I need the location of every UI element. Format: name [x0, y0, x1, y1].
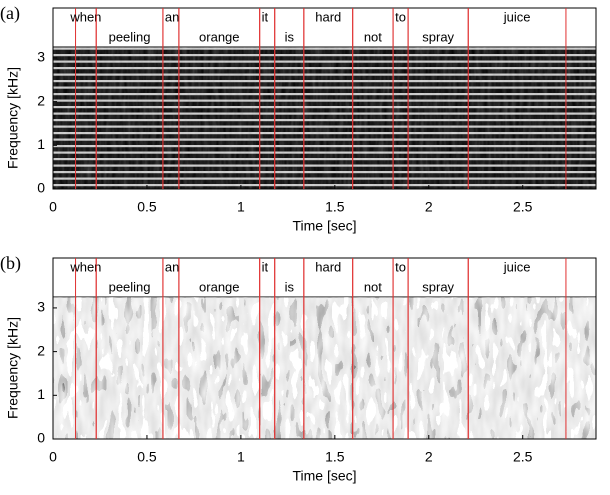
label-band: [52, 7, 597, 48]
word-segment: [163, 258, 179, 439]
x-tick-label: 2.5: [513, 449, 533, 465]
word-segment: [76, 8, 97, 189]
y-axis-label: Frequency [kHz]: [5, 67, 21, 169]
label-band: [52, 257, 597, 298]
x-tick-label: 0.5: [137, 199, 157, 215]
word-segment: [393, 258, 408, 439]
word-label: not: [364, 279, 382, 294]
panel-label: (b): [0, 253, 21, 274]
word-label: to: [395, 9, 406, 24]
word-segment: [304, 258, 353, 439]
word-segment: [76, 258, 97, 439]
word-label: juice: [503, 9, 531, 24]
word-segment: [163, 8, 179, 189]
word-label: to: [395, 259, 406, 274]
y-tick-label: 2: [37, 342, 45, 358]
word-label: hard: [315, 9, 341, 24]
word-segment: [304, 8, 353, 189]
word-label: spray: [422, 279, 454, 294]
word-segment: [468, 258, 566, 439]
word-label: it: [262, 259, 269, 274]
word-label: an: [165, 259, 179, 274]
word-segment: [260, 8, 275, 189]
word-label: not: [364, 29, 382, 44]
x-tick-label: 2: [425, 199, 433, 215]
spectrogram-noise: [53, 47, 596, 189]
plot-frame: [52, 257, 597, 440]
x-tick-label: 0.5: [137, 449, 157, 465]
word-label: when: [69, 9, 101, 24]
x-axis-label: Time [sec]: [292, 468, 356, 484]
word-label: hard: [315, 259, 341, 274]
x-tick-label: 1: [237, 199, 245, 215]
word-label: juice: [503, 259, 531, 274]
y-tick-label: 0: [37, 180, 45, 196]
word-label: peeling: [109, 279, 151, 294]
x-tick-label: 2.5: [513, 199, 533, 215]
word-label: is: [285, 279, 295, 294]
x-tick-label: 1: [237, 449, 245, 465]
word-label: it: [262, 9, 269, 24]
y-axis-label: Frequency [kHz]: [5, 317, 21, 419]
feature-image: [53, 297, 596, 439]
word-segment: [260, 258, 275, 439]
x-tick-label: 0: [49, 449, 57, 465]
word-label: orange: [199, 279, 239, 294]
x-tick-label: 1.5: [325, 449, 345, 465]
word-label: orange: [199, 29, 239, 44]
y-tick-label: 1: [37, 136, 45, 152]
x-tick-label: 2: [425, 449, 433, 465]
x-tick-label: 0: [49, 199, 57, 215]
word-label: peeling: [109, 29, 151, 44]
word-label: when: [69, 259, 101, 274]
y-tick-label: 0: [37, 430, 45, 446]
x-tick-label: 1.5: [325, 199, 345, 215]
plot-frame: [52, 7, 597, 190]
word-segment: [393, 8, 408, 189]
word-label: spray: [422, 29, 454, 44]
y-tick-label: 3: [37, 299, 45, 315]
x-axis-label: Time [sec]: [292, 218, 356, 234]
word-label: is: [285, 29, 295, 44]
word-segment: [468, 8, 566, 189]
y-tick-label: 3: [37, 49, 45, 65]
word-label: an: [165, 9, 179, 24]
y-tick-label: 2: [37, 92, 45, 108]
y-tick-label: 1: [37, 386, 45, 402]
panel-label: (a): [0, 3, 20, 24]
